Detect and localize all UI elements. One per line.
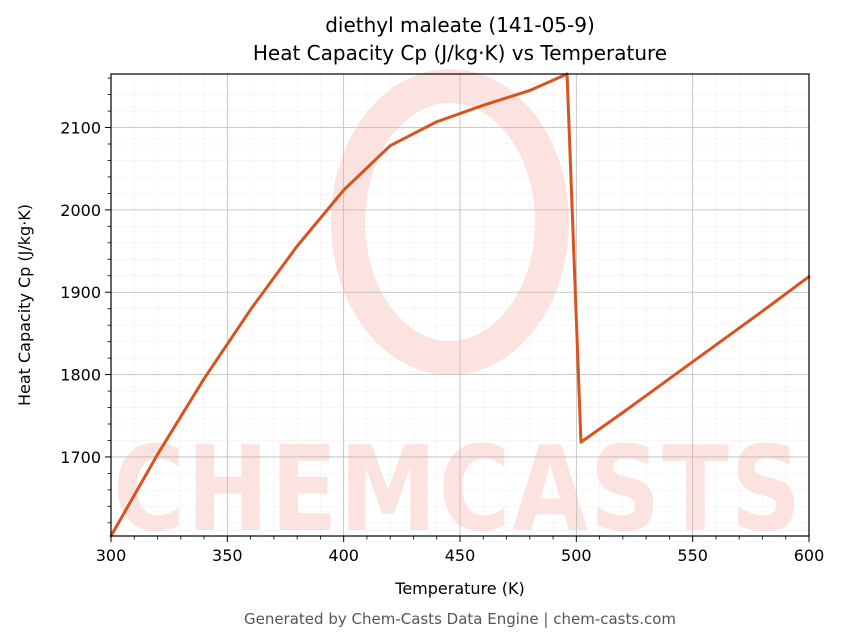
y-tick-label: 2000 [60, 201, 101, 220]
x-axis-label: Temperature (K) [394, 579, 524, 598]
watermark: CHEMCASTS [113, 69, 801, 558]
x-tick-label: 400 [328, 546, 359, 565]
x-tick-label: 500 [561, 546, 592, 565]
y-tick-label: 2100 [60, 119, 101, 138]
x-axis: 300 350 400 450 500 550 600 [96, 536, 825, 565]
x-tick-label: 600 [794, 546, 825, 565]
chart-title-line1: diethyl maleate (141-05-9) [325, 13, 595, 37]
y-tick-label: 1700 [60, 448, 101, 467]
x-tick-label: 350 [212, 546, 243, 565]
series-layer [109, 72, 811, 538]
y-tick-label: 1800 [60, 366, 101, 385]
footer-credit: Generated by Chem-Casts Data Engine | ch… [244, 610, 676, 628]
x-tick-label: 450 [445, 546, 476, 565]
major-grid [110, 74, 810, 536]
y-axis: 1700 1800 1900 2000 2100 [60, 77, 111, 524]
y-axis-label: Heat Capacity Cp (J/kg·K) [15, 204, 34, 406]
watermark-logo-ring [331, 69, 569, 375]
x-tick-label: 550 [677, 546, 708, 565]
y-tick-label: 1900 [60, 283, 101, 302]
x-tick-label: 300 [96, 546, 127, 565]
chart-title-line2: Heat Capacity Cp (J/kg·K) vs Temperature [253, 41, 667, 65]
series-line-0 [109, 72, 811, 538]
